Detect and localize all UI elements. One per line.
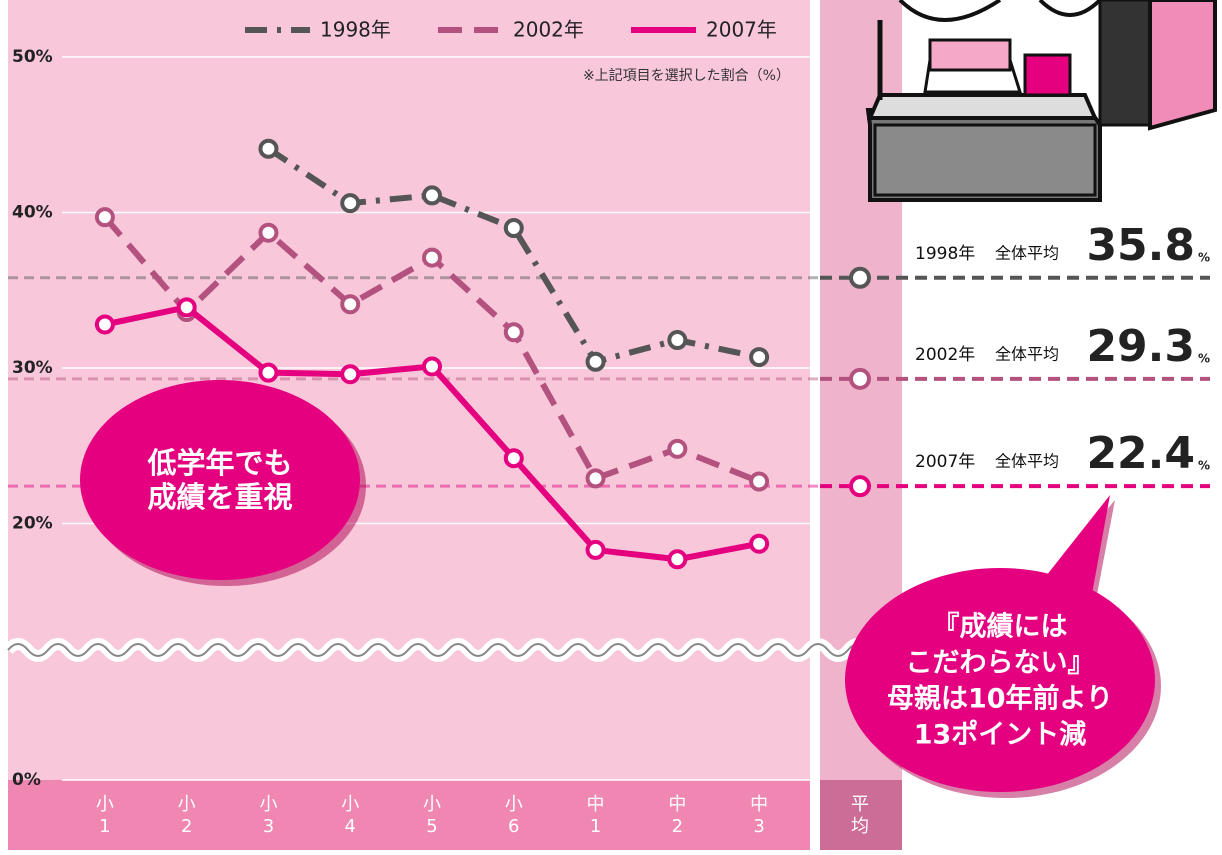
x-tick-part: 中 — [587, 794, 605, 815]
legend-label: 2007年 — [706, 18, 777, 42]
data-point — [506, 220, 522, 236]
data-point — [97, 316, 113, 332]
average-text: 全体平均 — [995, 243, 1059, 262]
average-unit: % — [1198, 459, 1210, 473]
data-point — [179, 299, 195, 315]
callout-text: 成績を重視 — [147, 480, 292, 514]
x-tick-part: 3 — [263, 816, 274, 837]
data-point — [751, 349, 767, 365]
x-tick-part: 1 — [590, 816, 601, 837]
data-point — [424, 358, 440, 374]
data-point — [342, 195, 358, 211]
plot-panel — [8, 0, 810, 780]
data-point — [751, 536, 767, 552]
average-value: 29.3 — [1086, 321, 1195, 372]
x-tick-part: 小 — [96, 794, 114, 815]
average-series-name: 2007年 — [915, 452, 975, 472]
illustration — [868, 0, 1215, 200]
data-point — [424, 187, 440, 203]
average-text: 全体平均 — [995, 344, 1059, 363]
chart: ※上記項目を選択した割合（%） 0%20%30%40%50%小1小2小3小4小5… — [0, 0, 1222, 855]
x-tick-part: 2 — [672, 816, 683, 837]
callout-text: 低学年でも — [146, 446, 292, 480]
y-tick-label: 50% — [12, 47, 53, 67]
y-tick-label: 40% — [12, 203, 53, 223]
bubble-text: 13ポイント減 — [914, 720, 1087, 751]
average-label-part: 平 — [851, 794, 869, 815]
legend-label: 1998年 — [320, 18, 391, 42]
average-label: 平均 — [851, 794, 869, 837]
data-point — [751, 474, 767, 490]
data-point — [260, 141, 276, 157]
average-marker — [851, 477, 869, 495]
x-tick-part: 1 — [99, 816, 110, 837]
bubble — [845, 568, 1155, 792]
data-point — [260, 365, 276, 381]
data-point — [588, 470, 604, 486]
note: ※上記項目を選択した割合（%） — [583, 67, 790, 84]
average-band — [820, 780, 902, 850]
data-point — [506, 324, 522, 340]
x-tick-part: 小 — [178, 794, 196, 815]
average-unit: % — [1198, 351, 1210, 365]
data-point — [424, 250, 440, 266]
data-point — [588, 542, 604, 558]
data-point — [669, 551, 685, 567]
bubble-text: 母親は10年前より — [887, 683, 1113, 715]
average-value: 22.4 — [1086, 428, 1195, 479]
x-tick-part: 小 — [341, 794, 359, 815]
data-point — [669, 441, 685, 457]
data-point — [342, 366, 358, 382]
x-tick-part: 3 — [753, 816, 764, 837]
x-tick-part: 6 — [508, 816, 519, 837]
data-point — [588, 354, 604, 370]
average-series-name: 1998年 — [915, 244, 975, 264]
x-tick-part: 小 — [423, 794, 441, 815]
x-tick-part: 小 — [505, 794, 523, 815]
data-point — [506, 450, 522, 466]
x-tick-part: 5 — [426, 816, 437, 837]
data-point — [342, 296, 358, 312]
x-tick-part: 中 — [750, 794, 768, 815]
data-point — [669, 332, 685, 348]
average-marker — [851, 269, 869, 287]
legend-label: 2002年 — [513, 18, 584, 42]
bubble-text: 『成績には — [933, 611, 1068, 643]
average-value: 35.8 — [1086, 220, 1195, 271]
category-band — [8, 780, 810, 850]
data-point — [97, 209, 113, 225]
y-tick-label: 20% — [12, 514, 53, 534]
x-tick-part: 小 — [259, 794, 277, 815]
average-label-part: 均 — [851, 816, 869, 837]
average-marker — [851, 370, 869, 388]
average-text: 全体平均 — [995, 452, 1059, 471]
data-point — [260, 225, 276, 241]
x-tick-part: 4 — [344, 816, 355, 837]
bubble-text: こだわらない』 — [906, 648, 1095, 679]
x-tick-part: 2 — [181, 816, 192, 837]
y-tick-label: 0% — [12, 770, 41, 790]
average-series-name: 2002年 — [915, 345, 975, 365]
y-tick-label: 30% — [12, 358, 53, 378]
average-unit: % — [1198, 250, 1210, 264]
x-tick-part: 中 — [668, 794, 686, 815]
